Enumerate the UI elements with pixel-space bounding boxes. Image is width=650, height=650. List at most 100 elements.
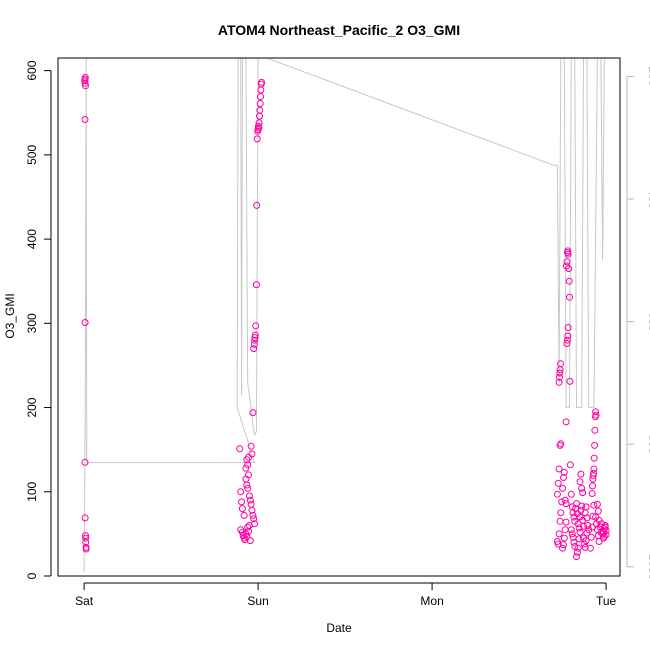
data-point <box>576 478 584 486</box>
y2-tick-label: 200 <box>646 66 650 86</box>
data-point <box>575 535 583 543</box>
data-point <box>556 373 563 381</box>
data-point <box>587 533 595 541</box>
data-point <box>554 540 562 548</box>
data-point <box>578 502 586 510</box>
data-point <box>257 86 265 94</box>
data-point <box>248 506 256 514</box>
data-point <box>568 530 576 538</box>
x-tick-label: Sat <box>75 594 94 608</box>
data-point <box>582 503 590 511</box>
data-point <box>81 73 89 81</box>
data-point <box>586 544 594 552</box>
data-point <box>559 544 567 552</box>
data-point <box>245 471 252 479</box>
data-point <box>576 528 584 536</box>
x-axis-label: Date <box>326 621 352 635</box>
data-point <box>566 293 573 301</box>
y-tick-label: 400 <box>25 229 39 249</box>
data-point <box>81 116 89 123</box>
data-point <box>583 514 591 522</box>
y-tick-label: 200 <box>25 397 39 417</box>
x-tick-label: Tue <box>596 594 617 608</box>
data-point <box>252 322 260 330</box>
data-point <box>82 545 90 553</box>
data-point <box>244 484 252 492</box>
data-point <box>251 334 259 342</box>
data-point <box>555 530 563 538</box>
data-point <box>251 331 259 339</box>
data-point <box>246 496 254 504</box>
series-layer <box>81 57 610 573</box>
data-point <box>557 509 565 517</box>
data-point <box>561 526 569 534</box>
data-point <box>251 520 259 528</box>
data-point <box>561 496 569 504</box>
data-point <box>557 440 565 448</box>
data-point <box>249 409 257 417</box>
data-point <box>243 481 251 489</box>
data-point <box>578 484 586 492</box>
data-point <box>567 526 575 534</box>
y2-tick-label: 800 <box>646 434 650 454</box>
data-point <box>590 465 598 473</box>
data-point <box>598 520 606 528</box>
data-point <box>255 119 263 127</box>
data-point <box>82 534 90 542</box>
data-point <box>594 507 602 515</box>
data-point <box>563 340 571 347</box>
y-tick-label: 500 <box>25 145 39 165</box>
data-point <box>564 336 571 344</box>
chart-title: ATOM4 Northeast_Pacific_2 O3_GMI <box>218 22 460 38</box>
data-point <box>579 489 587 497</box>
data-point <box>562 418 570 426</box>
data-point <box>258 78 266 86</box>
data-point <box>564 250 572 258</box>
data-point <box>244 523 252 531</box>
data-point <box>556 517 564 525</box>
data-point <box>590 469 598 477</box>
data-point <box>595 538 603 545</box>
data-point <box>589 482 596 490</box>
data-point <box>566 461 574 469</box>
data-point <box>560 541 567 549</box>
data-point <box>250 345 258 353</box>
data-point <box>252 281 260 289</box>
data-point <box>565 277 573 285</box>
data-point <box>242 464 250 472</box>
data-point <box>244 461 252 469</box>
y2-tick-label: 1000 <box>646 553 650 580</box>
data-point <box>562 500 570 508</box>
data-point <box>592 408 600 416</box>
y-tick-label: 100 <box>25 481 39 501</box>
data-point <box>564 332 572 340</box>
data-point <box>81 514 89 522</box>
data-point <box>564 324 572 331</box>
data-point <box>257 93 264 101</box>
plot-frame <box>57 57 621 577</box>
data-point <box>559 484 567 492</box>
data-point <box>591 426 599 434</box>
data-point <box>82 538 90 546</box>
data-point <box>581 543 589 551</box>
data-point <box>247 442 255 450</box>
y-tick-label: 600 <box>25 60 39 80</box>
y-axis-label: O3_GMI <box>3 293 17 338</box>
data-point <box>570 538 578 546</box>
y-tick-label: 0 <box>25 572 39 579</box>
data-point <box>580 540 588 548</box>
data-point <box>256 100 264 107</box>
data-point <box>81 77 89 85</box>
data-point <box>577 470 585 478</box>
data-point <box>555 465 563 473</box>
data-point <box>251 336 259 344</box>
data-point <box>565 265 573 273</box>
data-point <box>584 522 592 529</box>
data-point <box>253 135 261 143</box>
data-point <box>246 537 254 545</box>
data-point <box>256 106 264 114</box>
data-point <box>557 360 564 368</box>
data-point <box>580 522 587 530</box>
x-tick-label: Sun <box>247 594 268 608</box>
